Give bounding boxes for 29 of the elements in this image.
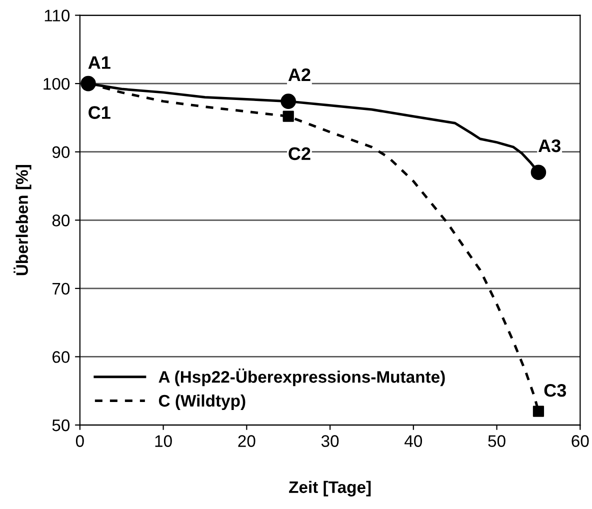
- x-tick-label: 40: [404, 435, 422, 447]
- annotation: C2: [288, 147, 310, 160]
- x-tick-label: 60: [572, 435, 589, 447]
- x-tick-label: 0: [76, 435, 84, 447]
- x-tick-label: 10: [155, 435, 172, 447]
- point: [532, 406, 544, 417]
- x-tick-label: 20: [238, 435, 256, 447]
- legend-label: C (Wildtyp): [158, 394, 246, 410]
- point: [530, 164, 546, 180]
- y-tick-label: 100: [44, 78, 70, 90]
- annotation: A1: [88, 56, 110, 69]
- annotation: C3: [544, 384, 566, 397]
- y-tick-label: 60: [52, 351, 70, 363]
- y-tick-label: 70: [52, 282, 70, 295]
- y-tick-label: 50: [52, 419, 70, 432]
- annotation: A2: [288, 68, 310, 81]
- point: [280, 94, 296, 109]
- y-tick-label: 80: [52, 214, 70, 226]
- x-tick-label: 30: [321, 435, 339, 447]
- x-tick-label: 50: [488, 435, 506, 447]
- x-axis-title: Zeit [Tage]: [289, 480, 371, 496]
- y-axis-title: Überleben [%]: [14, 165, 32, 276]
- annotation: A3: [538, 139, 560, 152]
- point: [80, 76, 96, 92]
- point: [282, 110, 294, 122]
- annotation: C1: [88, 106, 110, 119]
- legend-label: A (Hsp22-Überexpressions-Mutante): [158, 368, 445, 386]
- y-tick-label: 110: [44, 10, 70, 22]
- y-tick-label: 90: [52, 146, 70, 158]
